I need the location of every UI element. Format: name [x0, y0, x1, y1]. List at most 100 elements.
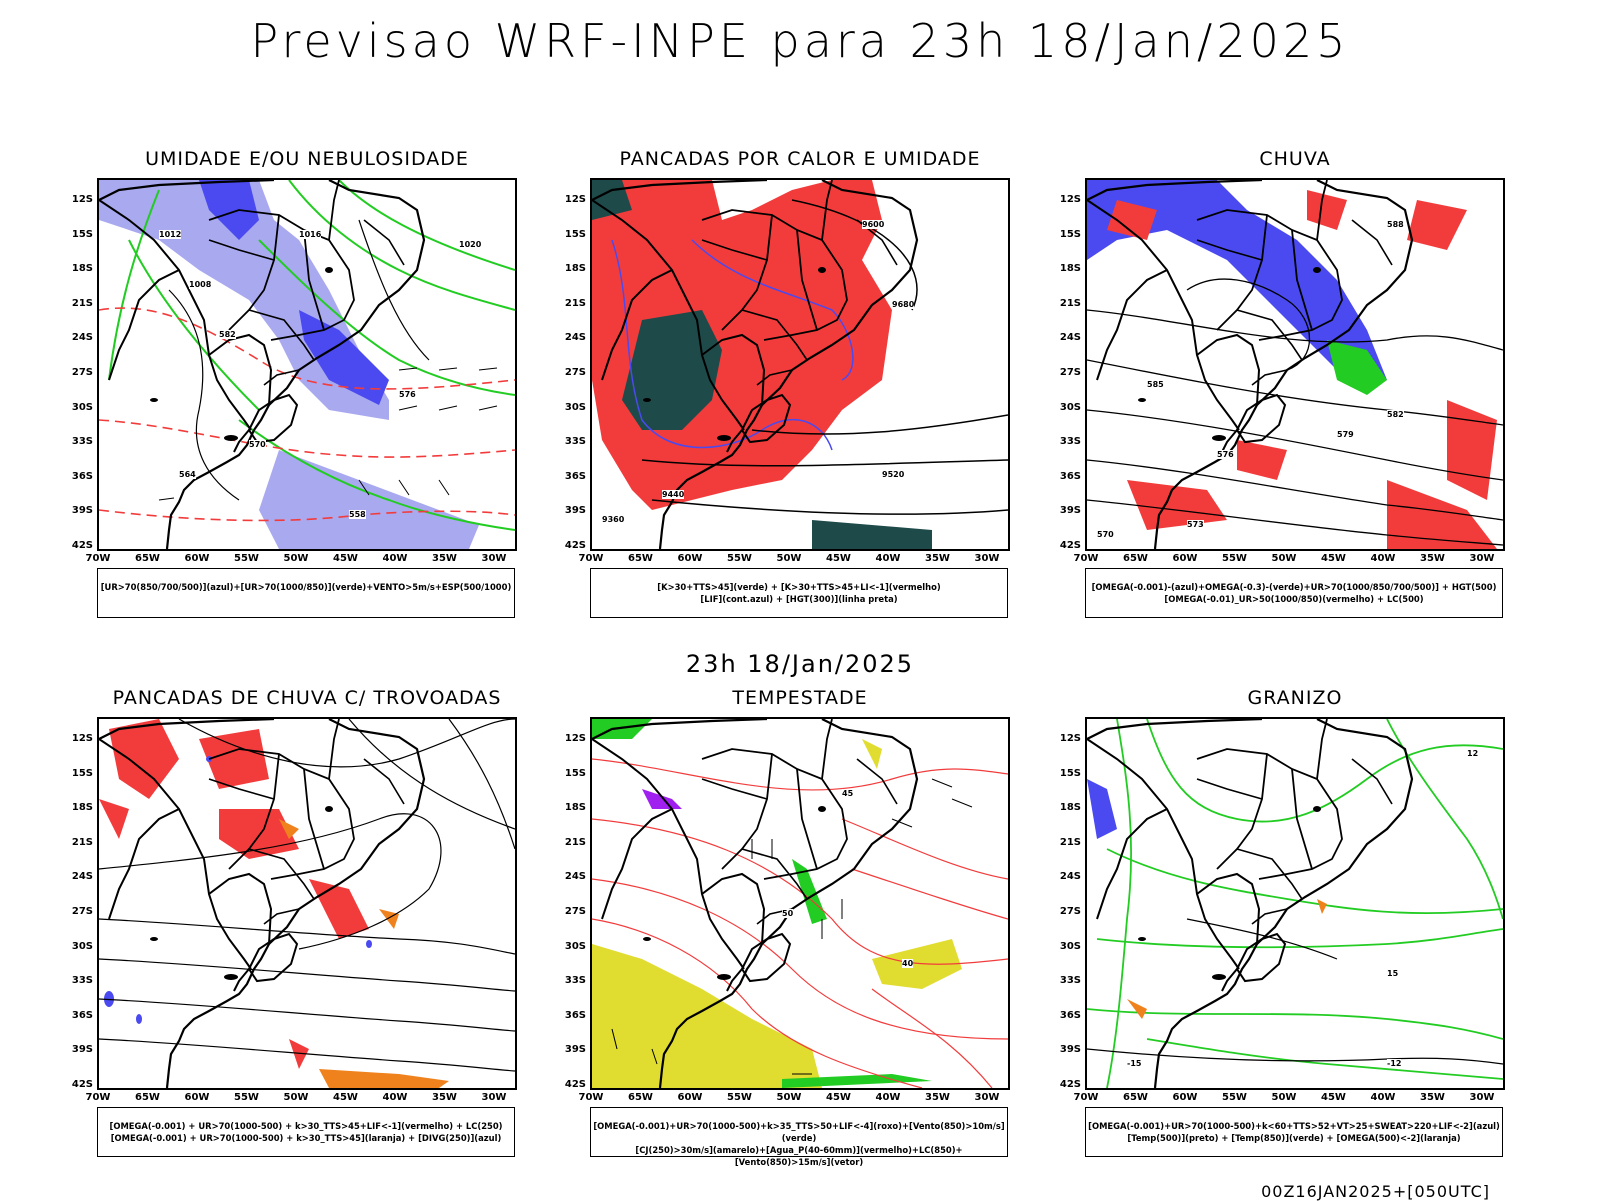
latitude-label: 33S	[564, 975, 586, 987]
map-chuva[interactable]: 588 585 582 579 576 573 570	[1085, 178, 1505, 551]
legend-line: [OMEGA(-0.001) + UR>70(1000-500) + k>30_…	[110, 1133, 502, 1143]
longitude-label: 40W	[875, 1092, 901, 1103]
latitude-label: 15S	[1059, 767, 1081, 779]
contour-label: 588	[1387, 220, 1404, 229]
latitude-label: 27S	[1059, 906, 1081, 917]
longitude-label: 60W	[677, 553, 703, 564]
latitude-label: 15S	[71, 767, 93, 779]
map-tempestade[interactable]: 45 50 40	[590, 717, 1010, 1090]
latitude-label: 21S	[71, 836, 93, 848]
latitude-label: 36S	[564, 470, 586, 482]
longitude-label: 70W	[1073, 1092, 1099, 1103]
latitude-label: 18S	[71, 802, 93, 814]
longitude-label: 55W	[1222, 553, 1247, 564]
contour-label: 582	[1387, 410, 1404, 419]
panel-title: PANCADAS DE CHUVA C/ TROVOADAS	[112, 687, 502, 709]
longitude-label: 55W	[727, 553, 752, 564]
map-umidade[interactable]: 1012 1016 1008 1020 570 576 582 564 558	[97, 178, 517, 551]
contour-label: 45	[842, 789, 854, 798]
legend-line: [Temp(500)](preto) + [Temp(850)](verde) …	[1127, 1133, 1461, 1143]
longitude-label: 40W	[1370, 553, 1396, 564]
longitude-label: 35W	[432, 1092, 457, 1103]
latitude-label: 24S	[564, 332, 586, 344]
longitude-label: 40W	[382, 1092, 408, 1103]
contour-label: 576	[1217, 450, 1234, 459]
longitude-label: 30W	[974, 1092, 1000, 1103]
longitude-label: 70W	[578, 1092, 604, 1103]
contour-label: 9520	[882, 470, 905, 479]
longitude-label: 50W	[1271, 553, 1297, 564]
latitude-label: 24S	[71, 332, 93, 344]
latitude-label: 27S	[71, 367, 93, 378]
longitude-label: 30W	[974, 553, 1000, 564]
longitude-label: 45W	[826, 1092, 851, 1103]
wind-vectors-850	[611, 778, 973, 1075]
contour-label: 1020	[459, 240, 482, 249]
contour-label: 570	[249, 440, 266, 449]
run-info: 00Z16JAN2025+[050UTC]	[1261, 1182, 1490, 1201]
latitude-label: 42S	[564, 1079, 586, 1090]
longitude-label: 40W	[382, 553, 408, 564]
panel-title: TEMPESTADE	[732, 687, 868, 709]
latitude-label: 18S	[564, 263, 586, 275]
latitude-label: 15S	[564, 767, 586, 779]
longitude-label: 70W	[85, 553, 111, 564]
legend-line: [OMEGA(-0.001)+UR>70(1000-500)+k>35_TTS>…	[593, 1121, 1005, 1143]
longitude-label: 70W	[85, 1092, 111, 1103]
latitude-label: 33S	[564, 436, 586, 448]
latitude-label: 15S	[71, 228, 93, 240]
contour-label: 12	[1467, 749, 1479, 758]
latitude-label: 24S	[71, 871, 93, 883]
panel-legend: [OMEGA(-0.001)-(azul)+OMEGA(-0.3)-(verde…	[1085, 568, 1503, 618]
latitude-label: 12S	[564, 194, 586, 205]
latitude-label: 42S	[71, 540, 93, 551]
latitude-label: 21S	[564, 836, 586, 848]
latitude-label: 33S	[71, 975, 93, 987]
latitude-label: 21S	[71, 297, 93, 309]
latitude-label: 24S	[564, 871, 586, 883]
latitude-label: 33S	[1059, 975, 1081, 987]
map-pancadas-calor[interactable]: 9600 9680 9520 9440 9360	[590, 178, 1010, 551]
latitude-label: 24S	[1059, 871, 1081, 883]
moisture-area-light-south	[259, 450, 479, 549]
contour-label: 573	[1187, 520, 1204, 529]
longitude-label: 45W	[333, 1092, 358, 1103]
latitude-label: 36S	[564, 1009, 586, 1021]
longitude-label: 45W	[1321, 1092, 1346, 1103]
map-granizo[interactable]: -12 -15 12 15	[1085, 717, 1505, 1090]
panel-legend: [OMEGA(-0.001) + UR>70(1000-500) + k>30_…	[97, 1107, 515, 1157]
legend-line: [CJ(250)>30m/s](amarelo)+[Agua_P(40-60mm…	[635, 1145, 963, 1167]
latitude-label: 18S	[564, 802, 586, 814]
latitude-label: 42S	[564, 540, 586, 551]
latitude-label: 12S	[71, 733, 93, 744]
contour-label: 576	[399, 390, 416, 399]
contour-label: 570	[1097, 530, 1114, 539]
longitude-label: 35W	[925, 553, 950, 564]
longitude-label: 65W	[135, 553, 160, 564]
contour-label: 582	[219, 330, 236, 339]
map-trovoadas[interactable]	[97, 717, 517, 1090]
longitude-label: 60W	[1172, 1092, 1198, 1103]
longitude-label: 30W	[481, 1092, 507, 1103]
latitude-label: 39S	[564, 505, 586, 517]
longitude-label: 45W	[1321, 553, 1346, 564]
latitude-label: 27S	[564, 906, 586, 917]
legend-line: [OMEGA(-0.001)+UR>70(1000-500)+k<60+TTS>…	[1088, 1121, 1500, 1131]
longitude-label: 30W	[481, 553, 507, 564]
latitude-label: 39S	[71, 505, 93, 517]
longitude-label: 60W	[184, 1092, 210, 1103]
latitude-label: 18S	[71, 263, 93, 275]
rain-area-blue	[1087, 180, 1387, 390]
longitude-label: 35W	[1420, 1092, 1445, 1103]
longitude-label: 60W	[184, 553, 210, 564]
latitude-label: 39S	[564, 1044, 586, 1056]
longitude-label: 65W	[1123, 1092, 1148, 1103]
latitude-label: 36S	[1059, 1009, 1081, 1021]
latitude-label: 30S	[71, 401, 93, 413]
latitude-label: 15S	[1059, 228, 1081, 240]
longitude-label: 50W	[1271, 1092, 1297, 1103]
longitude-label: 40W	[875, 553, 901, 564]
latitude-label: 36S	[71, 1009, 93, 1021]
longitude-label: 70W	[578, 553, 604, 564]
latitude-label: 39S	[1059, 1044, 1081, 1056]
